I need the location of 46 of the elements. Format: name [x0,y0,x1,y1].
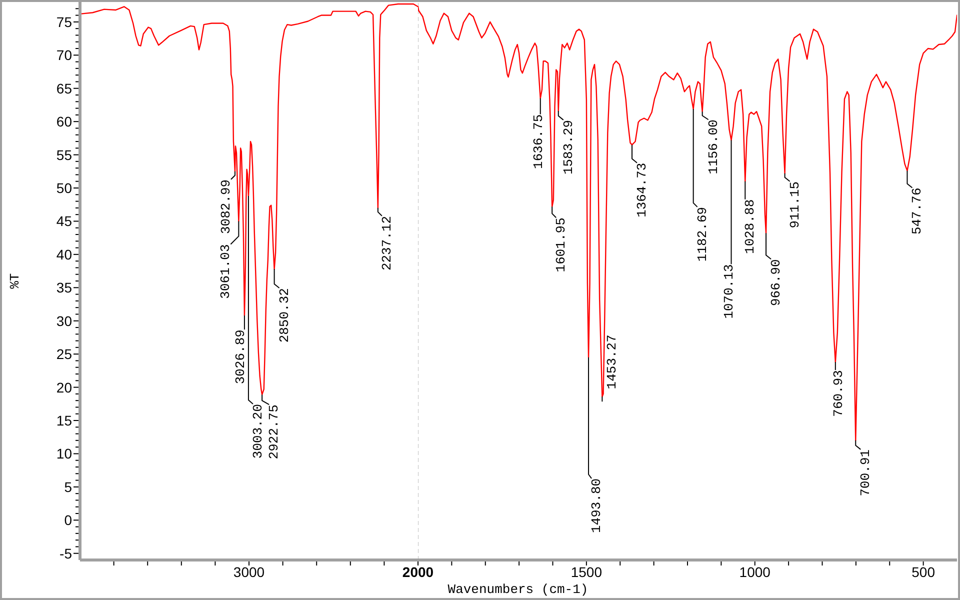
annotation: 2850.32 [276,288,292,343]
annotation: 1070.13 [722,264,737,319]
annotation: 3061.03 [218,244,234,299]
y-tick-label: 5 [64,478,72,495]
y-tick-label: 70 [56,47,72,64]
annotation: 2922.75 [266,404,282,460]
annotation: 1028.88 [742,199,758,254]
annotation: 3082.99 [218,179,234,234]
annotation: 911.15 [787,181,802,228]
y-tick-label: -5 [60,545,72,562]
annotation: 1364.73 [634,162,650,218]
y-tick-label: 0 [64,512,72,528]
y-tick-label: 15 [56,412,72,428]
x-tick-label: 500 [912,564,936,580]
annotation: 1182.69 [694,206,710,262]
annotation: 547.76 [910,188,925,235]
y-tick-label: 25 [56,346,72,362]
x-tick-label: 2000 [402,564,434,580]
annotation: 760.93 [830,370,846,417]
y-tick-label: 35 [56,280,72,296]
y-tick-label: 20 [56,379,72,396]
x-tick-label: 1000 [739,564,771,580]
y-tick-label: 65 [56,80,72,96]
y-axis-title: %T [8,273,22,289]
x-tick-label: 1500 [570,564,602,580]
x-tick-label: 3000 [233,564,265,580]
x-axis-title: Wavenumbers (cm-1) [448,582,588,598]
annotation: 1453.27 [604,334,620,390]
y-tick-label: 55 [56,146,72,163]
annotation: 3026.89 [232,330,248,384]
annotation: 966.90 [768,259,784,306]
annotation: 1583.29 [560,120,576,175]
annotation: 1493.80 [589,478,604,533]
y-tick-label: 40 [56,246,72,262]
annotation: 1636.75 [530,114,546,169]
y-tick-label: 60 [56,114,72,130]
annotation: 1156.00 [706,120,721,174]
annotation: 2237.12 [379,216,394,271]
annotation: 700.91 [858,449,874,496]
y-tick-label: 75 [56,14,72,30]
annotation: 1601.95 [554,218,569,272]
y-tick-label: 50 [56,180,72,196]
y-tick-label: 10 [56,446,72,462]
y-tick-label: 30 [56,312,72,329]
y-tick-label: 45 [56,213,72,230]
annotation: 3003.20 [250,404,266,459]
